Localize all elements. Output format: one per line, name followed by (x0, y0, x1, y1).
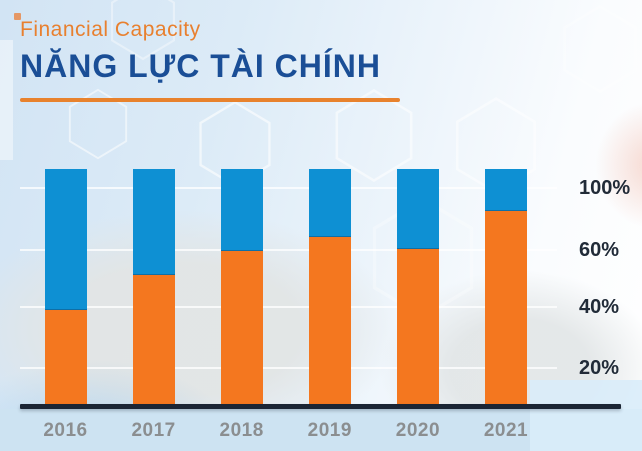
y-tick-100: 100% (579, 177, 631, 199)
header: Financial Capacity NĂNG LỰC TÀI CHÍNH (20, 18, 400, 102)
bar-2021-blue-segment (485, 169, 527, 212)
gridline-60 (20, 249, 557, 251)
hexagon-outline-icon (560, 4, 640, 94)
y-tick-40: 40% (579, 296, 620, 318)
x-axis-baseline (20, 404, 621, 409)
bar-2017 (132, 169, 175, 404)
bottom-right-tile (530, 380, 642, 451)
y-tick-60: 60% (579, 239, 620, 261)
hexagon-outline-icon (66, 88, 130, 160)
bar-2018 (220, 169, 263, 404)
bar-2017-orange-segment (132, 274, 175, 404)
bar-2018-orange-segment (220, 251, 263, 404)
x-label-2020: 2020 (395, 420, 441, 441)
bar-2019 (308, 169, 351, 404)
x-label-2018: 2018 (219, 420, 264, 441)
page-title: NĂNG LỰC TÀI CHÍNH (20, 48, 381, 84)
bar-2019-orange-segment (308, 237, 351, 404)
x-label-2021: 2021 (483, 420, 529, 441)
x-labels: 2016 2017 2018 2019 2020 2021 (20, 420, 560, 448)
bar-2017-blue-segment (132, 169, 175, 275)
bar-2018-blue-segment (220, 169, 263, 252)
gridline-40 (20, 306, 557, 308)
gridline-100 (20, 187, 557, 189)
bar-2020-orange-segment (396, 248, 439, 404)
gridline-20 (20, 367, 557, 369)
bar-2020-blue-segment (396, 169, 439, 249)
bar-2019-blue-segment (308, 169, 351, 238)
corner-orange-dot (14, 13, 21, 20)
bar-2016-orange-segment (44, 310, 87, 404)
y-tick-20: 20% (579, 357, 620, 379)
hexagon-outline-icon (332, 88, 416, 183)
title-underline (20, 98, 400, 102)
bar-2016 (44, 169, 87, 404)
x-label-2017: 2017 (131, 420, 176, 441)
hexagon-outline-icon (108, 0, 178, 61)
bar-2020 (396, 169, 439, 404)
bar-2021 (485, 169, 527, 404)
left-edge-highlight (0, 40, 13, 160)
bar-2021-orange-segment (485, 211, 527, 404)
x-label-2016: 2016 (43, 420, 88, 441)
plot-area (20, 169, 560, 404)
subtitle-english: Financial Capacity (20, 18, 201, 41)
bar-2016-blue-segment (44, 169, 87, 310)
x-label-2019: 2019 (307, 420, 352, 441)
